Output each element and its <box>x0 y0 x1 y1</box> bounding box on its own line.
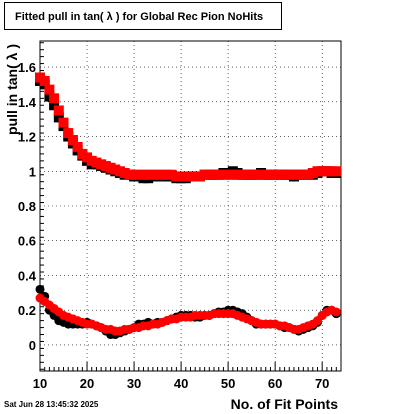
chart-title: Fitted pull in tan( λ ) for Global Rec P… <box>4 2 282 30</box>
data-point-square <box>49 100 60 111</box>
x-tick-label: 30 <box>127 376 141 391</box>
x-tick-label: 10 <box>33 376 47 391</box>
data-point-square <box>39 75 50 86</box>
data-point-square <box>63 128 74 139</box>
x-tick-label: 20 <box>80 376 94 391</box>
x-tick-label: 50 <box>221 376 235 391</box>
data-point-square <box>72 141 83 152</box>
x-tick-label: 60 <box>268 376 282 391</box>
data-marks <box>35 72 342 340</box>
y-tick-label: 1.4 <box>18 95 37 110</box>
y-tick-label: 0.8 <box>18 199 36 214</box>
timestamp: Sat Jun 28 13:45:32 2025 <box>4 400 99 409</box>
data-point-square <box>44 84 55 95</box>
x-tick-label: 70 <box>315 376 329 391</box>
x-tick-label: 40 <box>174 376 188 391</box>
data-point-square <box>49 93 60 104</box>
data-point-square <box>58 117 69 128</box>
data-point-circle <box>331 307 341 317</box>
data-point-square <box>331 166 342 177</box>
x-axis-label: No. of Fit Points <box>230 396 338 412</box>
y-tick-label: 0.2 <box>18 303 36 318</box>
y-tick-label: 1 <box>29 164 36 179</box>
y-tick-label: 1.6 <box>18 60 36 75</box>
y-tick-label: 0.4 <box>18 268 37 283</box>
x-axis-ticks: 10 20 30 40 50 60 70 <box>33 362 342 391</box>
y-tick-label: 1.2 <box>18 130 36 145</box>
y-tick-label: 0 <box>29 338 36 353</box>
data-point-circle <box>35 284 45 294</box>
y-axis-label: pull in tan( λ ) <box>4 44 20 135</box>
data-point-square <box>53 112 64 123</box>
y-tick-label: 0.6 <box>18 234 36 249</box>
data-point-square <box>67 135 78 145</box>
data-point-square <box>53 105 64 116</box>
